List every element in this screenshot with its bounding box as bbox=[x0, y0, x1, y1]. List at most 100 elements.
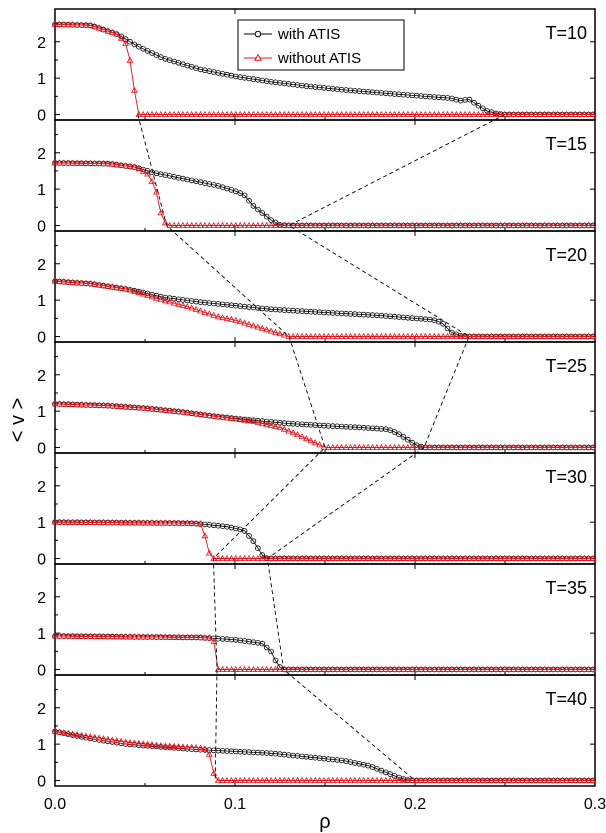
point-without-atis bbox=[585, 110, 592, 117]
point-without-atis bbox=[303, 665, 310, 672]
point-without-atis bbox=[364, 110, 372, 117]
point-without-atis bbox=[395, 221, 403, 228]
point-without-atis bbox=[117, 402, 125, 409]
point-without-atis bbox=[347, 665, 354, 672]
point-with-atis bbox=[153, 52, 160, 58]
point-without-atis bbox=[364, 443, 372, 450]
point-without-atis bbox=[219, 665, 226, 672]
point-without-atis bbox=[82, 279, 90, 286]
point-without-atis bbox=[395, 110, 403, 117]
point-without-atis bbox=[338, 776, 345, 783]
point-without-atis bbox=[179, 221, 187, 228]
point-without-atis bbox=[355, 110, 363, 117]
point-without-atis bbox=[589, 110, 597, 117]
point-without-atis bbox=[148, 110, 156, 117]
point-without-atis bbox=[413, 221, 420, 228]
point-without-atis bbox=[157, 406, 165, 413]
point-without-atis bbox=[280, 665, 288, 672]
point-without-atis bbox=[161, 519, 169, 526]
point-without-atis bbox=[157, 742, 165, 749]
point-without-atis bbox=[585, 665, 592, 672]
point-without-atis bbox=[558, 665, 566, 672]
legend-box bbox=[237, 19, 405, 71]
point-without-atis bbox=[320, 332, 328, 339]
point-without-atis bbox=[201, 411, 209, 418]
point-without-atis bbox=[466, 221, 473, 228]
point-without-atis bbox=[232, 316, 240, 323]
point-without-atis bbox=[400, 110, 407, 117]
point-without-atis bbox=[430, 554, 438, 561]
point-without-atis bbox=[580, 332, 588, 339]
point-without-atis bbox=[228, 221, 235, 228]
point-without-atis bbox=[422, 665, 429, 672]
point-without-atis bbox=[355, 665, 363, 672]
point-without-atis bbox=[219, 554, 226, 561]
point-without-atis bbox=[408, 443, 416, 450]
point-without-atis bbox=[236, 221, 244, 228]
point-without-atis bbox=[175, 633, 182, 640]
point-without-atis bbox=[303, 332, 310, 339]
point-without-atis bbox=[254, 221, 262, 228]
point-without-atis bbox=[267, 776, 275, 783]
point-without-atis bbox=[413, 110, 420, 117]
point-without-atis bbox=[461, 332, 469, 339]
point-without-atis bbox=[470, 443, 478, 450]
point-with-atis bbox=[250, 538, 257, 544]
point-without-atis bbox=[514, 221, 522, 228]
point-without-atis bbox=[108, 160, 116, 167]
y-tick-label: 2 bbox=[37, 368, 46, 385]
point-without-atis bbox=[95, 24, 103, 31]
point-without-atis bbox=[294, 430, 301, 437]
point-without-atis bbox=[536, 665, 544, 672]
point-without-atis bbox=[131, 163, 138, 170]
point-without-atis bbox=[457, 110, 465, 117]
series-with-atis-line bbox=[54, 162, 593, 226]
point-without-atis bbox=[144, 740, 151, 747]
point-without-atis bbox=[64, 632, 72, 639]
point-without-atis bbox=[558, 221, 566, 228]
point-without-atis bbox=[554, 776, 562, 783]
point-without-atis bbox=[351, 332, 359, 339]
point-without-atis bbox=[325, 554, 332, 561]
point-without-atis bbox=[113, 30, 121, 37]
point-with-atis bbox=[444, 325, 451, 332]
point-without-atis bbox=[183, 743, 191, 750]
point-without-atis bbox=[170, 519, 178, 526]
point-without-atis bbox=[514, 110, 522, 117]
point-without-atis bbox=[175, 407, 182, 414]
point-without-atis bbox=[519, 110, 526, 117]
legend-label-with-atis: with ATIS bbox=[277, 26, 340, 43]
point-without-atis bbox=[214, 313, 222, 320]
point-without-atis bbox=[386, 221, 394, 228]
point-without-atis bbox=[91, 733, 99, 740]
point-without-atis bbox=[175, 519, 182, 526]
point-without-atis bbox=[170, 407, 178, 414]
point-without-atis bbox=[333, 776, 341, 783]
point-without-atis bbox=[245, 417, 253, 424]
point-without-atis bbox=[258, 776, 266, 783]
point-without-atis bbox=[82, 632, 90, 639]
point-without-atis bbox=[448, 776, 456, 783]
point-without-atis bbox=[73, 632, 81, 639]
point-without-atis bbox=[280, 110, 288, 117]
point-without-atis bbox=[391, 332, 398, 339]
point-without-atis bbox=[316, 332, 323, 339]
point-without-atis bbox=[325, 221, 332, 228]
point-without-atis bbox=[355, 221, 363, 228]
point-without-atis bbox=[166, 221, 174, 228]
point-without-atis bbox=[404, 110, 412, 117]
point-without-atis bbox=[488, 665, 495, 672]
point-without-atis bbox=[188, 409, 196, 416]
point-without-atis bbox=[589, 665, 597, 672]
point-without-atis bbox=[86, 733, 94, 740]
point-without-atis bbox=[188, 110, 196, 117]
point-without-atis bbox=[245, 320, 253, 327]
point-without-atis bbox=[241, 110, 248, 117]
point-without-atis bbox=[567, 776, 575, 783]
point-without-atis bbox=[210, 110, 218, 117]
point-without-atis bbox=[439, 110, 447, 117]
y-tick-label: 0 bbox=[37, 330, 46, 347]
legend-label-without-atis: without ATIS bbox=[277, 50, 361, 67]
point-without-atis bbox=[108, 518, 116, 525]
point-without-atis bbox=[536, 110, 544, 117]
